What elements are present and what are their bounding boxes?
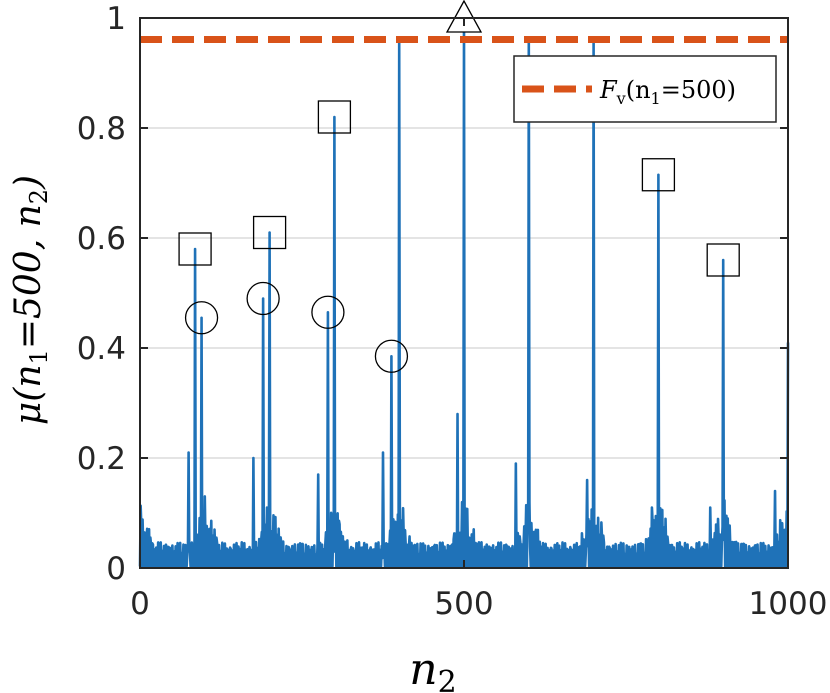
y-axis-label-end: )	[8, 175, 49, 190]
ticks-group: 0 0.2 0.4 0.6 0.8 1 0 500 1000	[77, 1, 828, 622]
triangle-marker-0	[445, 0, 483, 33]
x-axis-label-main: n	[409, 644, 437, 693]
x-tick-label-0: 0	[130, 586, 150, 622]
markers-group	[178, 0, 740, 373]
legend-args-end: =500)	[661, 76, 736, 104]
legend: Fv(n1=500)	[513, 55, 777, 123]
square-marker-0	[178, 232, 212, 266]
x-axis-label: n2	[409, 644, 456, 693]
y-tick-label-4: 0.8	[77, 111, 126, 147]
y-axis-label-rest: =500, n	[8, 204, 49, 349]
legend-name-sub: v	[616, 89, 626, 108]
circle-marker-1	[246, 281, 280, 316]
y-axis-label-main: μ(n	[8, 364, 49, 425]
y-tick-label-5: 1	[106, 1, 126, 37]
y-axis-label: μ(n1=500, n2)	[8, 175, 53, 425]
x-tick-label-2: 1000	[749, 586, 828, 622]
square-marker-3	[641, 158, 676, 192]
square-marker-4	[706, 243, 740, 277]
y-tick-label-0: 0	[106, 551, 126, 587]
square-marker-1	[252, 215, 287, 250]
circle-marker-3	[374, 339, 409, 373]
y-axis-label-sub: 1	[25, 349, 53, 364]
legend-args: (n	[626, 76, 651, 104]
x-axis-label-sub: 2	[438, 665, 457, 693]
circle-marker-2	[311, 295, 345, 329]
y-tick-label-2: 0.4	[77, 331, 126, 367]
x-tick-label-1: 500	[434, 586, 493, 622]
legend-name: F	[599, 76, 618, 104]
legend-args-sub: 1	[651, 89, 661, 108]
y-axis-label-sub2: 2	[25, 189, 53, 204]
legend-label: Fv(n1=500)	[599, 76, 736, 108]
y-tick-label-3: 0.6	[77, 221, 126, 257]
circle-marker-0	[184, 301, 219, 335]
y-tick-label-1: 0.2	[77, 441, 126, 477]
square-marker-2	[317, 100, 352, 134]
